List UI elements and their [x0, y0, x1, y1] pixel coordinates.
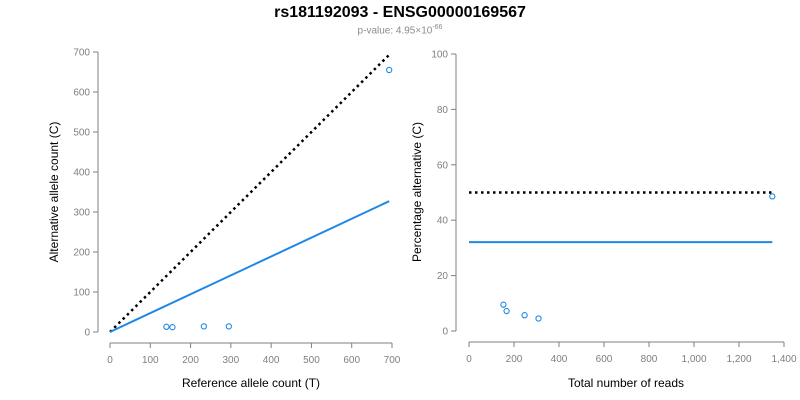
p-value-text: p-value: 4.95×10	[357, 25, 433, 37]
p-value-exponent: -66	[432, 24, 443, 31]
x-tick-label: 400	[551, 354, 568, 365]
expected-ratio-line	[109, 53, 391, 333]
x-tick-label: 200	[506, 354, 523, 365]
x-tick-label: 500	[303, 355, 320, 366]
y-tick-label: 600	[73, 88, 90, 99]
y-tick-label: 300	[73, 208, 90, 219]
y-tick-label: 0	[442, 327, 448, 338]
x-tick-label: 200	[182, 355, 199, 366]
data-point	[225, 323, 232, 330]
panel-1: 0 100 200 300 400 500 600 700 0 100 200 300 400 500 60…	[47, 48, 401, 391]
y-tick-label: 80	[437, 105, 449, 116]
y-tick-label: 700	[73, 48, 90, 59]
chart-title: rs181192093 - ENSG00000169567	[274, 4, 526, 21]
data-point	[503, 307, 510, 315]
fitted-line	[109, 200, 390, 333]
x-tick-label: 400	[263, 355, 280, 366]
data-point	[200, 323, 208, 330]
x-axis-title: Reference allele count (T)	[182, 376, 320, 390]
data-point	[769, 193, 776, 200]
y-axis-title: Percentage alternative (C)	[410, 122, 424, 262]
y-tick-label: 100	[431, 50, 448, 61]
y-axis-title: Alternative allele count (C)	[47, 122, 61, 263]
x-tick-label: 100	[142, 355, 159, 366]
x-tick-label: 1,200	[726, 354, 751, 365]
y-tick-label: 0	[84, 328, 90, 339]
x-tick-label: 300	[223, 355, 240, 366]
y-tick-label: 60	[437, 160, 449, 171]
y-tick-label: 500	[73, 128, 90, 139]
data-point	[169, 324, 176, 331]
x-tick-label: 600	[596, 354, 613, 365]
x-tick-label: 0	[107, 355, 113, 366]
x-tick-label: 0	[466, 354, 472, 365]
y-tick-label: 200	[73, 248, 90, 259]
x-tick-label: 800	[641, 354, 658, 365]
p-value-subtitle: p-value: 4.95×10-66	[0, 24, 800, 36]
y-tick-label: 40	[437, 216, 449, 227]
panel-2: 0 200 400 600 800 1,000 1,200 1,400 0 20 40 60 80 100…	[410, 50, 797, 391]
x-tick-label: 700	[384, 355, 401, 366]
x-axis-title: Total number of reads	[568, 376, 684, 390]
data-point	[521, 312, 528, 319]
y-tick-label: 100	[73, 288, 90, 299]
x-tick-label: 600	[343, 355, 360, 366]
data-point	[500, 301, 507, 308]
data-point	[535, 315, 542, 322]
y-tick-label: 400	[73, 168, 90, 179]
data-point	[163, 323, 170, 330]
x-tick-label: 1,000	[681, 354, 706, 365]
y-tick-label: 20	[437, 271, 449, 282]
x-tick-label: 1,400	[771, 354, 796, 365]
data-point	[386, 66, 393, 74]
